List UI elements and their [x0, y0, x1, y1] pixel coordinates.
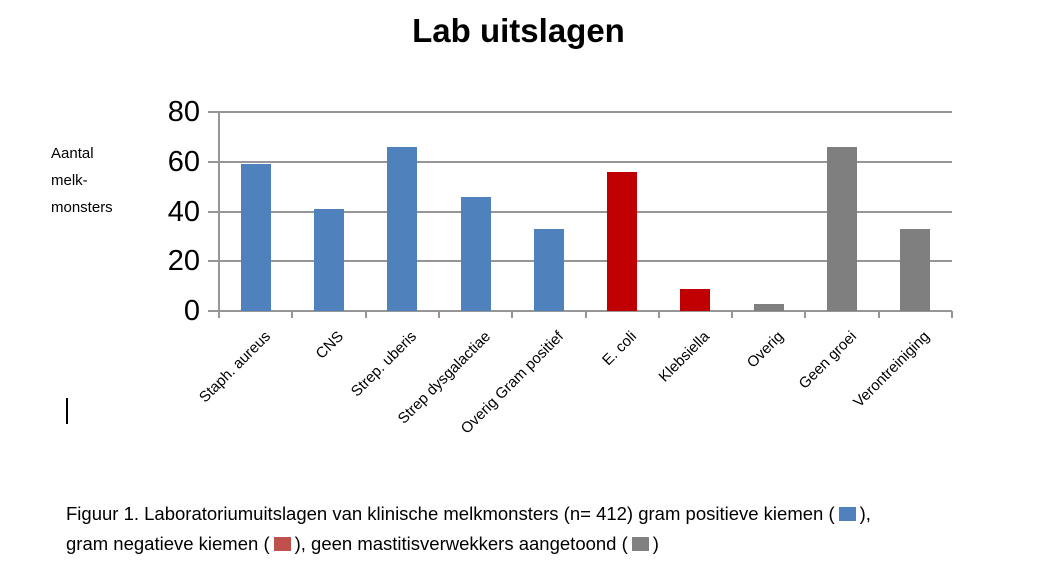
- caption-text: gram negatieve kiemen (: [66, 533, 270, 554]
- bar-overig-gram-positief: [533, 228, 564, 311]
- chart-title: Lab uitslagen: [412, 12, 625, 49]
- x-category-label-10: Verontreiniging: [850, 328, 934, 411]
- bar-strep-dysgalactiae: [460, 196, 491, 311]
- gridline-y-40: [219, 210, 952, 213]
- y-axis-line: [218, 112, 220, 318]
- caption-line-1: Figuur 1. Laboratoriumuitslagen van klin…: [66, 499, 1016, 529]
- x-category-label-7: Klebsiella: [656, 328, 714, 386]
- bar-klebsiella: [680, 288, 711, 311]
- bar-verontreiniging: [900, 228, 931, 311]
- legend-swatch-gram-positief: [838, 507, 856, 521]
- legend-swatch-geen-verwekkers: [631, 537, 649, 551]
- x-category-label-9: Geen groei: [795, 328, 861, 393]
- y-tick-mark-20: [208, 260, 219, 263]
- y-tick-mark-40: [208, 210, 219, 213]
- caption-text: ): [652, 533, 659, 554]
- caption-text: ), geen mastitisverwekkers aangetoond (: [294, 533, 628, 554]
- y-tick-label-60: 60: [167, 145, 200, 178]
- y-axis-label-line-2: melk-: [51, 172, 88, 189]
- gridline-y-80: [219, 111, 952, 113]
- y-axis-label: Aantal melk- monsters: [51, 140, 113, 221]
- caption-text: Figuur 1. Laboratoriumuitslagen van klin…: [66, 503, 835, 524]
- figure-caption: Figuur 1. Laboratoriumuitslagen van klin…: [66, 499, 1016, 559]
- y-tick-mark-80: [208, 111, 219, 113]
- bar-geen-groei: [827, 146, 858, 311]
- y-tick-label-0: 0: [183, 295, 200, 327]
- bar-overig: [753, 303, 784, 311]
- x-tick-mark-5: [584, 311, 587, 318]
- y-tick-label-40: 40: [167, 195, 200, 228]
- x-category-label-6: E. coli: [599, 328, 641, 369]
- y-tick-mark-0: [208, 310, 219, 312]
- bar-e-coli: [607, 171, 638, 311]
- x-tick-mark-8: [804, 311, 807, 318]
- y-tick-mark-60: [208, 160, 219, 163]
- x-tick-mark-1: [291, 311, 294, 318]
- bar-strep-uberis: [387, 146, 418, 311]
- x-tick-mark-6: [657, 311, 660, 318]
- caption-line-2: gram negatieve kiemen ( ), geen mastitisv…: [66, 529, 1016, 559]
- x-tick-mark-2: [364, 311, 367, 318]
- x-category-label-1: Staph. aureus: [195, 328, 274, 407]
- y-axis-label-line-3: monsters: [51, 199, 113, 216]
- x-tick-mark-7: [731, 311, 734, 318]
- x-tick-mark-9: [877, 311, 880, 318]
- legend-swatch-gram-negatief: [273, 537, 291, 551]
- x-category-label-2: CNS: [312, 328, 347, 363]
- x-category-label-3: Strep. uberis: [348, 328, 421, 401]
- gridline-y-20: [219, 260, 952, 263]
- caption-text: ),: [859, 503, 871, 524]
- y-tick-label-80: 80: [167, 96, 200, 128]
- x-category-label-8: Overig: [743, 328, 787, 372]
- x-tick-mark-0: [218, 311, 220, 318]
- x-tick-mark-10: [951, 311, 953, 318]
- x-tick-mark-3: [437, 311, 440, 318]
- y-axis-label-line-1: Aantal: [51, 145, 94, 162]
- x-tick-mark-4: [511, 311, 514, 318]
- gridline-y-60: [219, 160, 952, 163]
- y-tick-label-20: 20: [167, 245, 200, 278]
- text-cursor-artifact: [66, 398, 68, 424]
- bar-cns: [313, 209, 344, 311]
- bar-staph-aureus: [240, 164, 271, 311]
